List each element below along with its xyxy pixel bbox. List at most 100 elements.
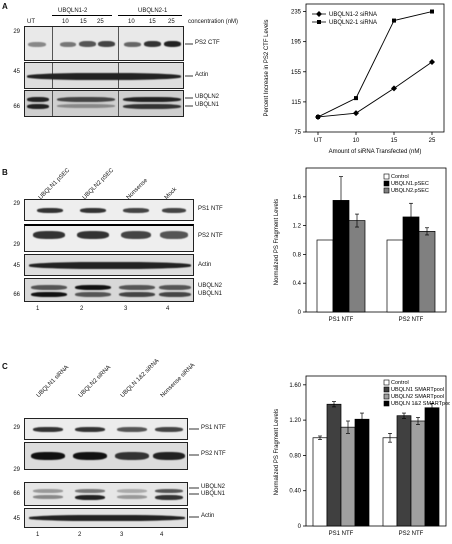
band-label-ps2-ntf: PS2 NTF: [198, 233, 223, 239]
panel-c-label: C: [2, 362, 8, 371]
blot-ps1-ntf-c: [24, 418, 188, 440]
bar: [386, 239, 404, 313]
band-label-ubqln2: UBQLN2: [201, 484, 226, 490]
data-point: [354, 96, 358, 101]
legend-entry: UBQLN2 SMARTpool: [391, 394, 444, 400]
y-tick-label: 1.60: [289, 383, 301, 389]
y-tick-label: 0: [298, 524, 302, 530]
lane-c-2: UBQLN2 siRNA: [77, 364, 113, 399]
blot-ps2-ntf-c: [24, 442, 188, 470]
band-arrows-a: [185, 43, 193, 107]
y-tick-label: 1.6: [293, 195, 302, 201]
lane-c-1: UBQLN1 siRNA: [35, 364, 71, 399]
mw-label: 45: [13, 516, 20, 522]
legend-swatch: [383, 180, 390, 187]
y-tick-label: 115: [291, 100, 301, 106]
blot-ubqln-b: [24, 278, 194, 302]
band-label-ubqln1: UBQLN1: [201, 491, 226, 497]
mw-label: 66: [13, 104, 20, 110]
y-tick-label: 1.20: [289, 418, 301, 424]
lane-a-3: 15: [80, 19, 87, 25]
mw-label: 45: [13, 69, 20, 75]
chart-c-ylabel: Normalized PS Fragment Levels: [274, 409, 280, 495]
lane-b-3: Nonsense: [125, 177, 150, 201]
chart-b-bar: 0 0.4 0.8 1.2 1.6 PS1 NTF PS2 NTF Normalized P…: [274, 167, 447, 323]
lane-ut: UT: [27, 19, 35, 25]
blot-ps1-ntf-b: [24, 199, 194, 221]
legend-entry: UBQLN1-2 siRNA: [329, 12, 377, 18]
lane-number: 1: [36, 532, 40, 538]
bar: [396, 415, 412, 527]
legend-entry: Control: [391, 380, 409, 386]
lane-number: 4: [166, 306, 170, 312]
blot-actin-c: [24, 508, 188, 528]
y-tick-label: 1.2: [293, 224, 302, 230]
lane-c-4: Nonsense siRNA: [159, 362, 197, 399]
legend-entry: UBQLN2.pSEC: [391, 188, 429, 194]
lane-number: 3: [120, 532, 124, 538]
x-tick-label: PS1 NTF: [329, 531, 354, 537]
y-tick-label: 155: [291, 70, 302, 76]
legend-entry: UBQLN1.pSEC: [391, 181, 429, 187]
x-tick-label: PS1 NTF: [329, 317, 354, 323]
band-label-ubqln1: UBQLN1: [195, 102, 220, 108]
mw-label: 29: [13, 201, 20, 207]
band-label-ubqln1: UBQLN1: [198, 291, 223, 297]
y-tick-label: 75: [294, 130, 301, 136]
band-label-actin: Actin: [201, 513, 215, 519]
lane-b-2: UBQLN2 pSEC: [81, 167, 116, 201]
blot-actin-b: [24, 254, 194, 276]
band-label-ps2-ntf: PS2 NTF: [201, 451, 226, 457]
x-tick-label: PS2 NTF: [399, 317, 424, 323]
x-tick-label: 15: [391, 138, 398, 144]
data-point: [316, 114, 320, 119]
chart-a-legend: UBQLN1-2 siRNA UBQLN2-1 siRNA: [312, 11, 377, 26]
mw-label: 66: [13, 292, 20, 298]
group-underline-2: [118, 15, 182, 16]
bar: [316, 239, 334, 313]
legend-swatch: [383, 173, 390, 180]
legend-swatch: [383, 393, 390, 400]
mw-label: 29: [13, 29, 20, 35]
y-tick-label: 0.4: [293, 281, 302, 287]
mw-label: 29: [13, 242, 20, 248]
lane-number: 3: [124, 306, 128, 312]
data-point: [429, 58, 435, 65]
group-label-2: UBQLN2-1: [138, 8, 168, 14]
mw-label: 66: [13, 491, 20, 497]
data-point: [353, 110, 359, 117]
x-tick-label: PS2 NTF: [399, 531, 424, 537]
lane-a-6: 15: [149, 19, 156, 25]
lane-a-7: 25: [168, 19, 175, 25]
x-tick-label: UT: [314, 138, 322, 144]
legend-swatch: [383, 386, 390, 393]
chart-b-ylabel: Normalized PS Fragment Levels: [274, 199, 280, 285]
lane-a-5: 10: [128, 19, 135, 25]
lane-a-2: 10: [62, 19, 69, 25]
legend-entry: UBQLN 1&2 SMARTpool: [391, 401, 450, 407]
lane-number: 1: [36, 306, 40, 312]
lane-number: 4: [160, 532, 164, 538]
y-tick-label: 0.80: [289, 453, 301, 459]
panel-b-label: B: [2, 168, 8, 177]
blot-ubqln-c: [24, 482, 188, 506]
bar: [402, 216, 420, 313]
bar: [340, 426, 356, 527]
x-tick-label: 10: [353, 138, 360, 144]
bar: [354, 418, 370, 527]
lane-b-1: UBQLN1 pSEC: [37, 167, 72, 201]
blot-ps2-ctf: [24, 26, 184, 61]
band-label-actin: Actin: [198, 262, 212, 268]
lane-a-4: 25: [97, 19, 104, 25]
y-tick-label: 235: [291, 10, 302, 16]
concentration-label: concentration (nM): [188, 19, 239, 25]
mw-label: 45: [13, 263, 20, 269]
panel-a-label: A: [2, 2, 8, 11]
bar: [410, 420, 426, 527]
band-arrows-c: [189, 428, 199, 518]
chart-c-bar: 0 0.40 0.80 1.20 1.60 PS1 NTF PS2 NTF Normaliz…: [274, 375, 450, 537]
data-point: [430, 9, 434, 14]
band-label-ps1-ntf: PS1 NTF: [198, 206, 223, 212]
